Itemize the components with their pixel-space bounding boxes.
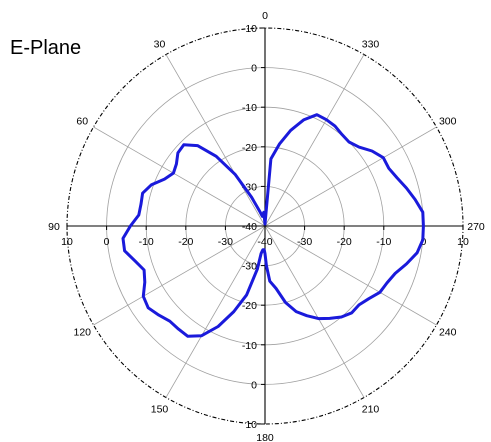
grid-spoke [165,54,266,227]
radial-tick-label-h: 0 [104,236,110,248]
grid-spoke [264,54,365,227]
angle-label: 240 [439,327,457,339]
grid-spoke [264,225,365,398]
radial-tick-label-v: 10 [245,419,257,431]
radial-tick-label-h: -30 [218,236,233,248]
angle-label: 300 [439,116,457,128]
radial-tick-label-v: -10 [242,340,257,352]
radial-tick-label-h: 10 [61,236,73,248]
radial-tick-label-v: 10 [245,23,257,35]
radial-tick-label-v: 0 [251,379,257,391]
radial-tick-label-h: -10 [139,236,154,248]
series-line [121,113,425,338]
angle-label: 330 [362,38,380,50]
radial-tick-label-v: 0 [251,63,257,75]
angle-label: 180 [256,432,274,442]
radial-tick-label-v: -20 [242,142,257,154]
angle-label: 210 [362,404,380,416]
radial-tick-label-v: -30 [242,261,257,273]
grid-spoke [264,126,437,227]
radial-tick-label-h: -40 [257,236,272,248]
angle-label: 0 [262,10,268,22]
tick-labels: 0 30 60 90 120 150 180 210 240 270 300 330 10 0 -10 -20… [48,10,485,442]
chart-title: E-Plane [10,37,81,59]
grid-spoke [264,225,437,326]
radial-tick-label-h: 10 [457,236,469,248]
radial-tick-label-h: -10 [376,236,391,248]
radial-tick-label-v: -20 [242,300,257,312]
radial-tick-label-h: -20 [337,236,352,248]
angle-label: 120 [74,327,92,339]
grid-spoke [93,225,266,326]
radial-tick-label-v: -40 [242,221,257,233]
angle-label: 150 [151,404,169,416]
series-layer [121,113,425,338]
radial-tick-label-h: -30 [297,236,312,248]
grid-spoke [93,126,266,227]
grid-spoke [165,225,266,398]
polar-grid [66,27,464,425]
angle-label: 270 [467,221,485,233]
angle-label: 90 [48,221,60,233]
radial-tick-label-h: -20 [178,236,193,248]
angle-label: 60 [76,116,88,128]
angle-label: 30 [154,38,166,50]
radial-tick-label-v: -10 [242,102,257,114]
radial-tick-label-h: 0 [420,236,426,248]
